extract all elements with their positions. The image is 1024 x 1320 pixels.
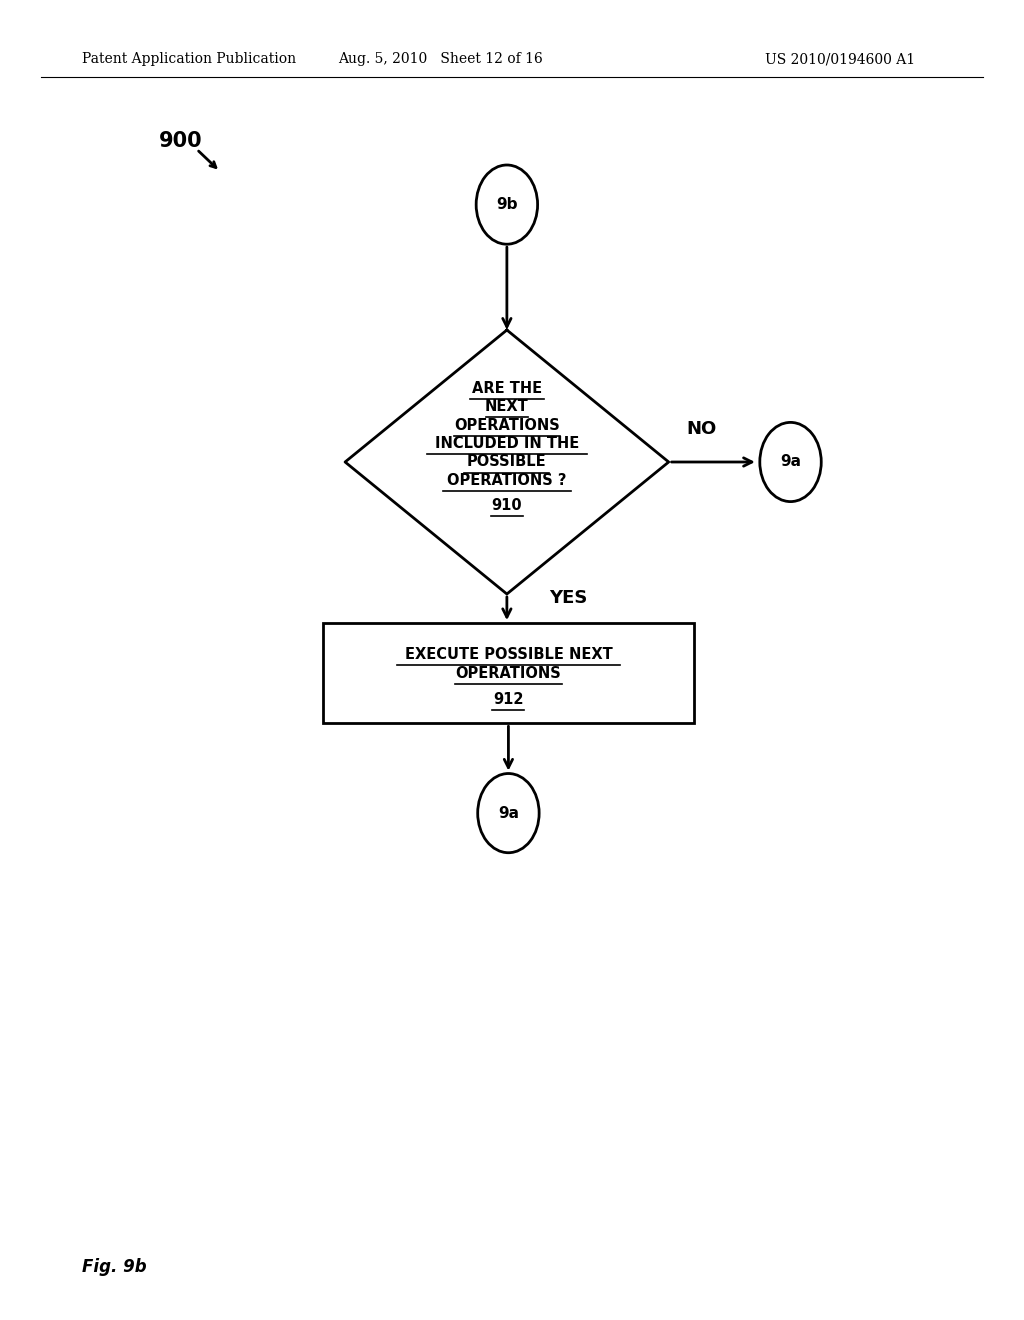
- Text: 912: 912: [494, 692, 523, 708]
- Text: NEXT: NEXT: [485, 399, 528, 414]
- Text: Fig. 9b: Fig. 9b: [82, 1258, 146, 1276]
- Text: Aug. 5, 2010   Sheet 12 of 16: Aug. 5, 2010 Sheet 12 of 16: [338, 53, 543, 66]
- Circle shape: [477, 774, 540, 853]
- Text: INCLUDED IN THE: INCLUDED IN THE: [435, 436, 579, 451]
- Text: OPERATIONS: OPERATIONS: [456, 665, 561, 681]
- Text: 900: 900: [159, 131, 203, 152]
- Text: POSSIBLE: POSSIBLE: [467, 454, 547, 470]
- Text: 9a: 9a: [780, 454, 801, 470]
- Text: OPERATIONS: OPERATIONS: [454, 417, 560, 433]
- Text: NO: NO: [686, 420, 717, 438]
- Text: OPERATIONS ?: OPERATIONS ?: [447, 473, 566, 488]
- Text: 910: 910: [492, 498, 522, 513]
- Circle shape: [476, 165, 538, 244]
- Text: YES: YES: [549, 589, 588, 607]
- Text: 9b: 9b: [497, 197, 517, 213]
- Text: Patent Application Publication: Patent Application Publication: [82, 53, 296, 66]
- Circle shape: [760, 422, 821, 502]
- Text: EXECUTE POSSIBLE NEXT: EXECUTE POSSIBLE NEXT: [404, 647, 612, 663]
- Text: ARE THE: ARE THE: [472, 380, 542, 396]
- Text: US 2010/0194600 A1: US 2010/0194600 A1: [765, 53, 914, 66]
- Text: 9a: 9a: [498, 805, 519, 821]
- Bar: [323, 623, 694, 723]
